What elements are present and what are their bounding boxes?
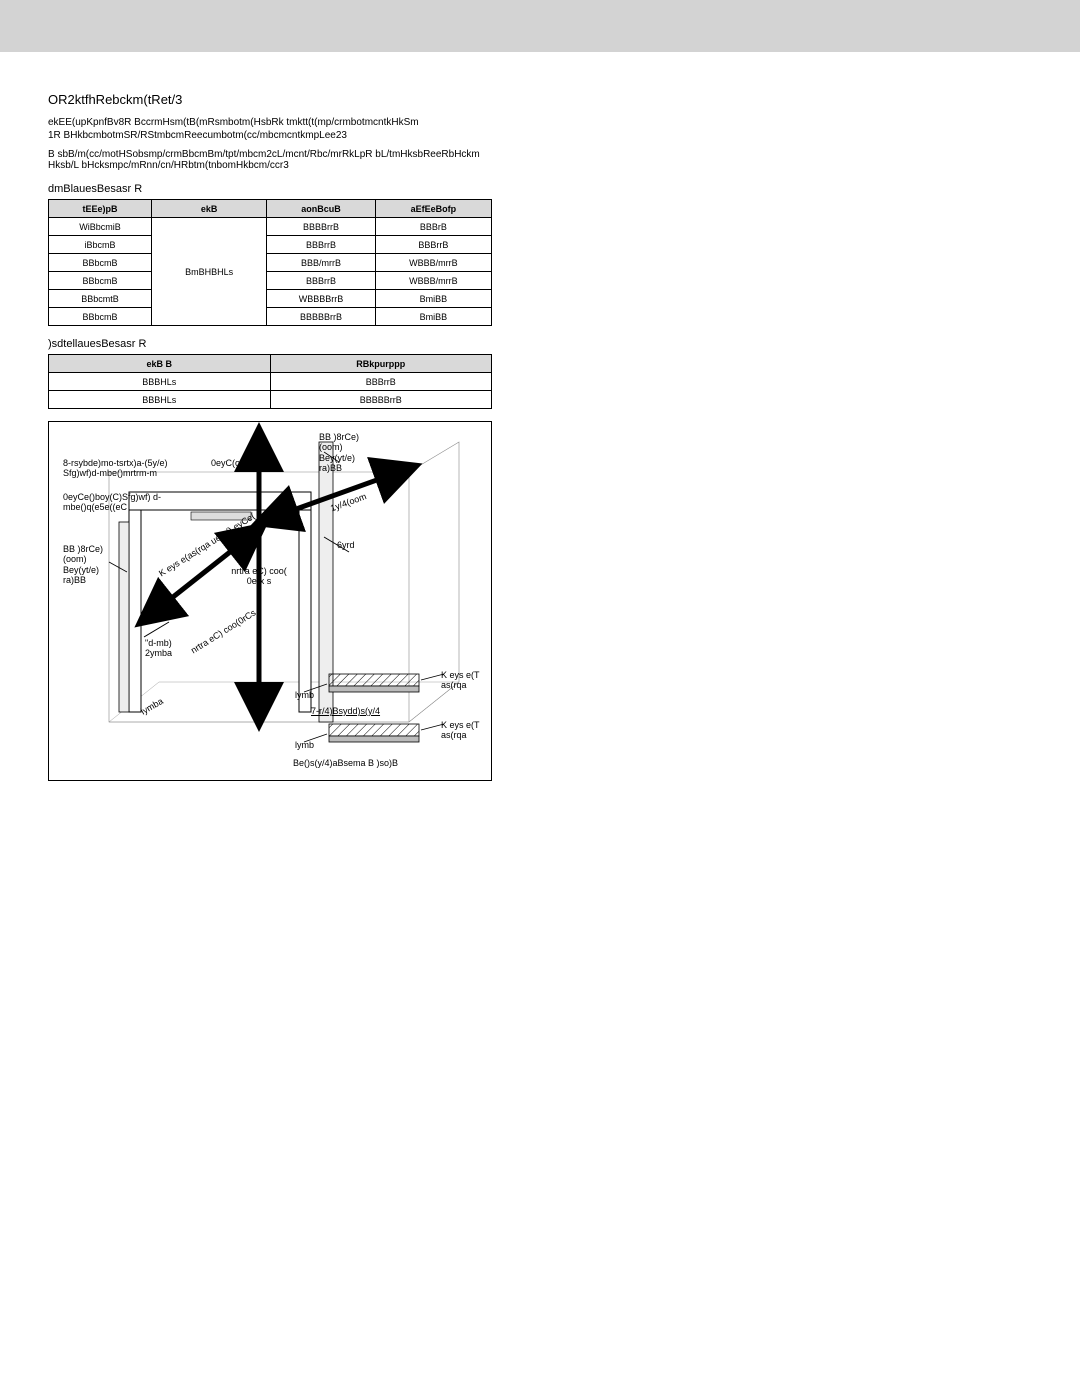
table-row: BBBHLs BBBBBrrB [49, 391, 492, 409]
table-row: BBbcmB BBB/mrrB WBBB/mrrB [49, 254, 492, 272]
cell: BBBHLs [49, 391, 271, 409]
table2: ekB B RBkpurppp BBBHLs BBBrrB BBBHLs BBB… [48, 354, 492, 409]
diagram-label: 7-r/4)Bsydd)s(y/4 [311, 706, 380, 716]
cell: BBB/mrrB [267, 254, 376, 272]
diagram-label: lymb [295, 690, 314, 700]
cell: BBBrB [375, 218, 491, 236]
t1-h0: tEEe)pB [49, 200, 152, 218]
cell: BBBrrB [375, 236, 491, 254]
cell: BBBBBrrB [267, 308, 376, 326]
diagram-label: 0eyCe()boy(C)Sfg)wf) d-mbe()q(e5e((eC [63, 492, 203, 513]
table2-title: )sdtellauesBesasr R [48, 338, 492, 350]
table-row: BBbcmB BBBrrB WBBB/mrrB [49, 272, 492, 290]
diagram-label: "d-mb) 2ymba [145, 638, 195, 659]
cell: BBBBBrrB [270, 391, 492, 409]
table-row: BBbcmB BBBBBrrB BmiBB [49, 308, 492, 326]
t1-h2: aonBcuB [267, 200, 376, 218]
cell: BBBrrB [270, 373, 492, 391]
table1-title: dmBlauesBesasr R [48, 183, 492, 195]
diagram-label: 0eyC(oom [211, 458, 253, 468]
diagram-label: BB )8rCe) (oom) Bey(yt/e) ra)BB [319, 432, 379, 473]
diagram-label: K eys e(T as(rqa [441, 670, 501, 691]
diagram-label: lymb [295, 740, 314, 750]
cell: BBBrrB [267, 236, 376, 254]
cell: BBBBrrB [267, 218, 376, 236]
cell-merged: BmBHBHLs [151, 218, 266, 326]
cell: BBbcmB [49, 254, 152, 272]
diagram-label: K eys e(T as(rqa [441, 720, 501, 741]
cell: WBBBBrrB [267, 290, 376, 308]
cell: WiBbcmiB [49, 218, 152, 236]
table-row: WiBbcmiB BmBHBHLs BBBBrrB BBBrB [49, 218, 492, 236]
t2-h1: RBkpurppp [270, 355, 492, 373]
diagram-label: Be()s(y/4)aBsema B )so)B [293, 758, 398, 768]
diagram-label: nrtra eC) coo( 0erx s [229, 566, 289, 587]
intro-line-2: 1R BHkbcmbotmSR/RStmbcmReecumbotm(cc/mbc… [48, 130, 492, 141]
t1-h3: aEfEeBofp [375, 200, 491, 218]
cell: BBbcmB [49, 308, 152, 326]
cell: BmiBB [375, 290, 491, 308]
intro-line-3: B sbB/m(cc/motHSobsmp/crmBbcmBm/tpt/mbcm… [48, 149, 492, 171]
table-row: BBbcmtB WBBBBrrB BmiBB [49, 290, 492, 308]
page-content: OR2ktfhRebckm(tRet/3 ekEE(upKpnfBv8R Bcc… [0, 52, 540, 801]
cell: BBbcmB [49, 272, 152, 290]
cell: BmiBB [375, 308, 491, 326]
top-bar [0, 0, 1080, 52]
section-heading: OR2ktfhRebckm(tRet/3 [48, 92, 492, 107]
t2-h0: ekB B [49, 355, 271, 373]
t1-h1: ekB [151, 200, 266, 218]
diagram-label: BB )8rCe) (oom) Bey(yt/e) ra)BB [63, 544, 123, 585]
cell: BBBHLs [49, 373, 271, 391]
cell: iBbcmB [49, 236, 152, 254]
page-number [0, 801, 1080, 1221]
intro-line-1: ekEE(upKpnfBv8R BccrmHsm(tB(mRsmbotm(Hsb… [48, 117, 492, 128]
table-row: iBbcmB BBBrrB BBBrrB [49, 236, 492, 254]
diagram-label: 6yrd [337, 540, 355, 550]
diagram-label: 8-rsybde)mo-tsrtx)a-(5y/e) Sfg)wf)d-mbe(… [63, 458, 203, 479]
table1: tEEe)pB ekB aonBcuB aEfEeBofp WiBbcmiB B… [48, 199, 492, 326]
cell: BBbcmtB [49, 290, 152, 308]
cell: WBBB/mrrB [375, 254, 491, 272]
cell: BBBrrB [267, 272, 376, 290]
table-row: BBBHLs BBBrrB [49, 373, 492, 391]
cell: WBBB/mrrB [375, 272, 491, 290]
installation-diagram: 8-rsybde)mo-tsrtx)a-(5y/e) Sfg)wf)d-mbe(… [48, 421, 492, 781]
